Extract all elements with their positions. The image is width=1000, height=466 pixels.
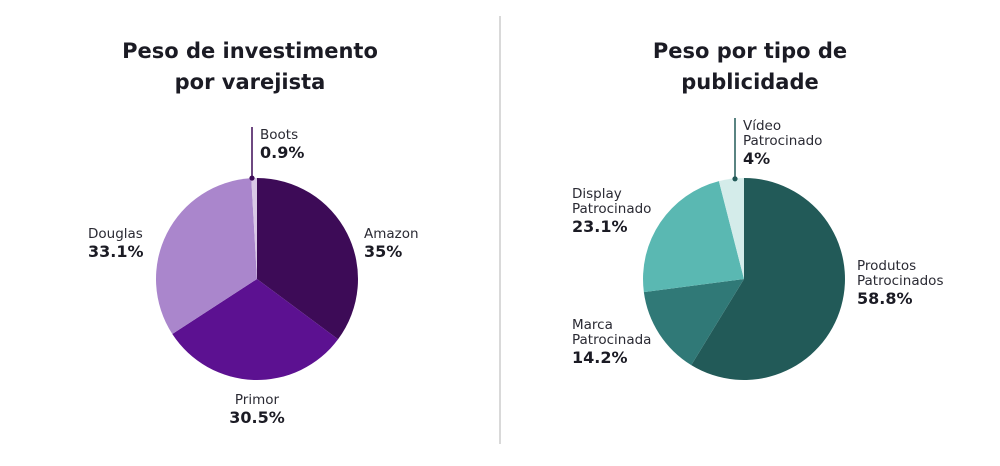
pie-slice-primor xyxy=(172,279,339,381)
retailer-chart-panel: Peso de investimento por varejista Amazo… xyxy=(0,36,500,427)
slice-value-display-patrocinado: 23.1% xyxy=(572,217,628,236)
slice-label-produtos-patrocinados-line-1: Produtos xyxy=(857,258,916,274)
pie-slice-produtos-patrocinados xyxy=(691,178,845,380)
pie-slice-amazon xyxy=(257,178,359,340)
slice-label-video-patrocinado-line-2: Patrocinado xyxy=(743,133,822,149)
slice-value-boots: 0.9% xyxy=(260,143,304,162)
slice-label-douglas-line-1: Douglas xyxy=(88,226,143,242)
retailer-chart-title-line-2: por varejista xyxy=(174,70,326,94)
ad-type-chart-title-line-1: Peso por tipo de xyxy=(652,39,848,63)
slice-value-produtos-patrocinados: 58.8% xyxy=(857,289,913,308)
pie-slice-video-patrocinado xyxy=(718,178,744,279)
slice-label-produtos-patrocinados-line-2: Patrocinados xyxy=(857,273,943,289)
slice-label-amazon-line-1: Amazon xyxy=(364,226,419,242)
slice-value-amazon: 35% xyxy=(364,242,402,261)
slice-label-primor-line-1: Primor xyxy=(235,392,280,408)
ad-type-chart-title: Peso por tipo de publicidade xyxy=(500,36,1000,98)
pie-slice-marca-patrocinada xyxy=(643,279,744,366)
panel-divider xyxy=(499,16,501,444)
slice-label-marca-patrocinada-line-2: Patrocinada xyxy=(572,332,651,348)
leader-dot-boots xyxy=(249,175,255,181)
slice-value-primor: 30.5% xyxy=(229,408,285,427)
ad-type-chart-panel: Peso por tipo de publicidade Produtos Pat… xyxy=(500,0,1000,466)
slice-label-display-patrocinado-line-2: Patrocinado xyxy=(572,201,651,217)
pie-slice-douglas xyxy=(155,178,257,335)
slice-value-douglas: 33.1% xyxy=(88,242,144,261)
slice-value-marca-patrocinada: 14.2% xyxy=(572,348,628,367)
slice-label-display-patrocinado-line-1: Display xyxy=(572,186,622,202)
slice-label-boots-line-1: Boots xyxy=(260,127,298,143)
retailer-chart-title: Peso de investimento por varejista xyxy=(0,36,500,98)
pie-slice-display-patrocinado xyxy=(643,181,744,293)
slice-value-video-patrocinado: 4% xyxy=(743,149,770,168)
slice-label-video-patrocinado-line-1: Vídeo xyxy=(743,118,781,134)
leader-dot-video-patrocinado xyxy=(732,176,738,182)
retailer-chart-title-line-1: Peso de investimento xyxy=(122,39,378,63)
slice-label-marca-patrocinada-line-1: Marca xyxy=(572,317,613,333)
ad-type-pie-chart: ProdutosPatrocinados58.8%MarcaPatrocinad… xyxy=(572,118,943,380)
pie-slice-boots xyxy=(251,177,257,279)
ad-type-chart-title-line-2: publicidade xyxy=(681,70,819,94)
